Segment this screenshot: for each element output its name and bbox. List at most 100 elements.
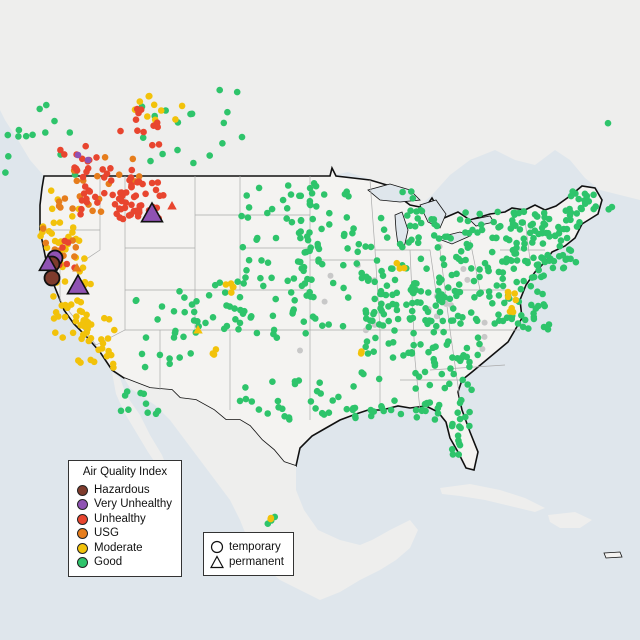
sensor-marker <box>94 172 101 180</box>
sensor-marker <box>501 299 508 307</box>
sensor-marker <box>144 113 151 120</box>
sensor-marker <box>89 207 96 215</box>
sensor-marker <box>135 173 143 180</box>
sensor-marker <box>403 301 410 309</box>
sensor-marker <box>534 261 542 268</box>
sensor-marker <box>141 363 149 371</box>
sensor-marker <box>532 305 540 312</box>
sensor-marker <box>433 322 440 330</box>
sensor-marker <box>499 269 507 276</box>
sensor-marker <box>391 397 398 405</box>
sensor-marker <box>521 316 529 324</box>
sensor-marker <box>371 308 378 316</box>
sensor-marker <box>355 240 363 248</box>
sensor-marker <box>315 256 322 264</box>
sensor-marker <box>457 248 465 255</box>
sensor-marker <box>583 192 591 200</box>
sensor-marker <box>438 276 445 284</box>
sensor-marker <box>239 243 247 251</box>
sensor-marker <box>300 267 307 275</box>
sensor-marker <box>115 195 123 203</box>
sensor-marker <box>455 451 463 458</box>
sensor-marker <box>468 265 475 272</box>
sensor-marker <box>325 321 333 328</box>
sensor-marker <box>287 289 295 296</box>
sensor-marker <box>128 201 135 209</box>
sensor-marker <box>314 243 322 250</box>
sensor-marker <box>121 392 129 399</box>
sensor-marker <box>128 183 135 191</box>
sensor-marker <box>404 212 411 219</box>
sensor-marker <box>490 218 498 226</box>
sensor-marker <box>430 232 438 239</box>
sensor-marker <box>242 274 249 281</box>
sensor-marker <box>504 293 512 301</box>
sensor-marker <box>541 258 549 266</box>
sensor-marker <box>80 322 87 330</box>
sensor-marker <box>148 179 156 187</box>
sensor-marker <box>253 329 261 337</box>
sensor-marker <box>516 226 524 233</box>
sensor-marker <box>61 313 69 321</box>
sensor-marker <box>138 350 146 358</box>
sensor-marker <box>497 222 504 230</box>
legend-label: Good <box>94 556 123 568</box>
sensor-marker <box>378 404 386 412</box>
sensor-marker <box>15 126 23 134</box>
sensor-marker <box>154 179 162 186</box>
sensor-marker <box>405 349 412 357</box>
sensor-marker <box>446 295 454 303</box>
sensor-marker <box>257 274 264 282</box>
sensor-marker <box>58 302 66 309</box>
sensor-marker <box>290 306 298 313</box>
sensor-marker <box>158 303 166 310</box>
sensor-marker <box>343 214 351 221</box>
sensor-marker <box>494 208 502 216</box>
sensor-marker <box>468 386 475 394</box>
hispaniola-land <box>548 512 592 528</box>
good-swatch-icon <box>77 556 88 568</box>
sensor-marker <box>474 334 482 342</box>
sensor-marker <box>434 410 442 417</box>
sensor-marker <box>575 195 582 203</box>
sensor-marker <box>75 237 83 244</box>
sensor-marker <box>156 351 164 359</box>
sensor-marker <box>144 409 151 417</box>
sensor-marker <box>414 239 422 247</box>
sensor-marker <box>104 335 112 342</box>
sensor-marker <box>235 326 242 333</box>
sensor-marker <box>385 317 393 325</box>
sensor-marker <box>111 326 118 334</box>
sensor-marker <box>221 289 229 296</box>
sensor-marker <box>518 312 525 319</box>
sensor-marker <box>166 360 173 368</box>
sensor-marker <box>274 397 282 405</box>
sensor-marker <box>79 173 87 181</box>
sensor-marker <box>193 298 200 305</box>
sensor-marker <box>379 322 387 329</box>
sensor-marker <box>462 256 469 264</box>
sensor-marker <box>98 345 106 352</box>
sensor-marker <box>363 273 370 281</box>
sensor-marker <box>370 408 378 415</box>
aqi-legend-title: Air Quality Index <box>82 466 168 478</box>
sensor-marker <box>557 237 565 244</box>
sensor-marker <box>117 189 124 197</box>
sensor-marker <box>534 288 541 296</box>
sensor-marker <box>540 301 547 308</box>
sensor-marker <box>181 308 188 316</box>
sensor-marker <box>406 222 414 230</box>
sensor-marker <box>306 197 314 205</box>
sensor-marker <box>447 365 454 372</box>
sensor-marker <box>529 239 536 246</box>
sensor-marker <box>308 190 316 197</box>
sensor-marker <box>352 414 359 422</box>
sensor-marker <box>400 352 407 359</box>
sensor-marker <box>107 177 115 184</box>
sensor-marker <box>377 290 384 298</box>
sensor-marker <box>463 353 471 361</box>
sensor-marker <box>456 415 464 423</box>
sensor-marker <box>439 255 447 262</box>
unhealthy-swatch-icon <box>77 513 88 525</box>
